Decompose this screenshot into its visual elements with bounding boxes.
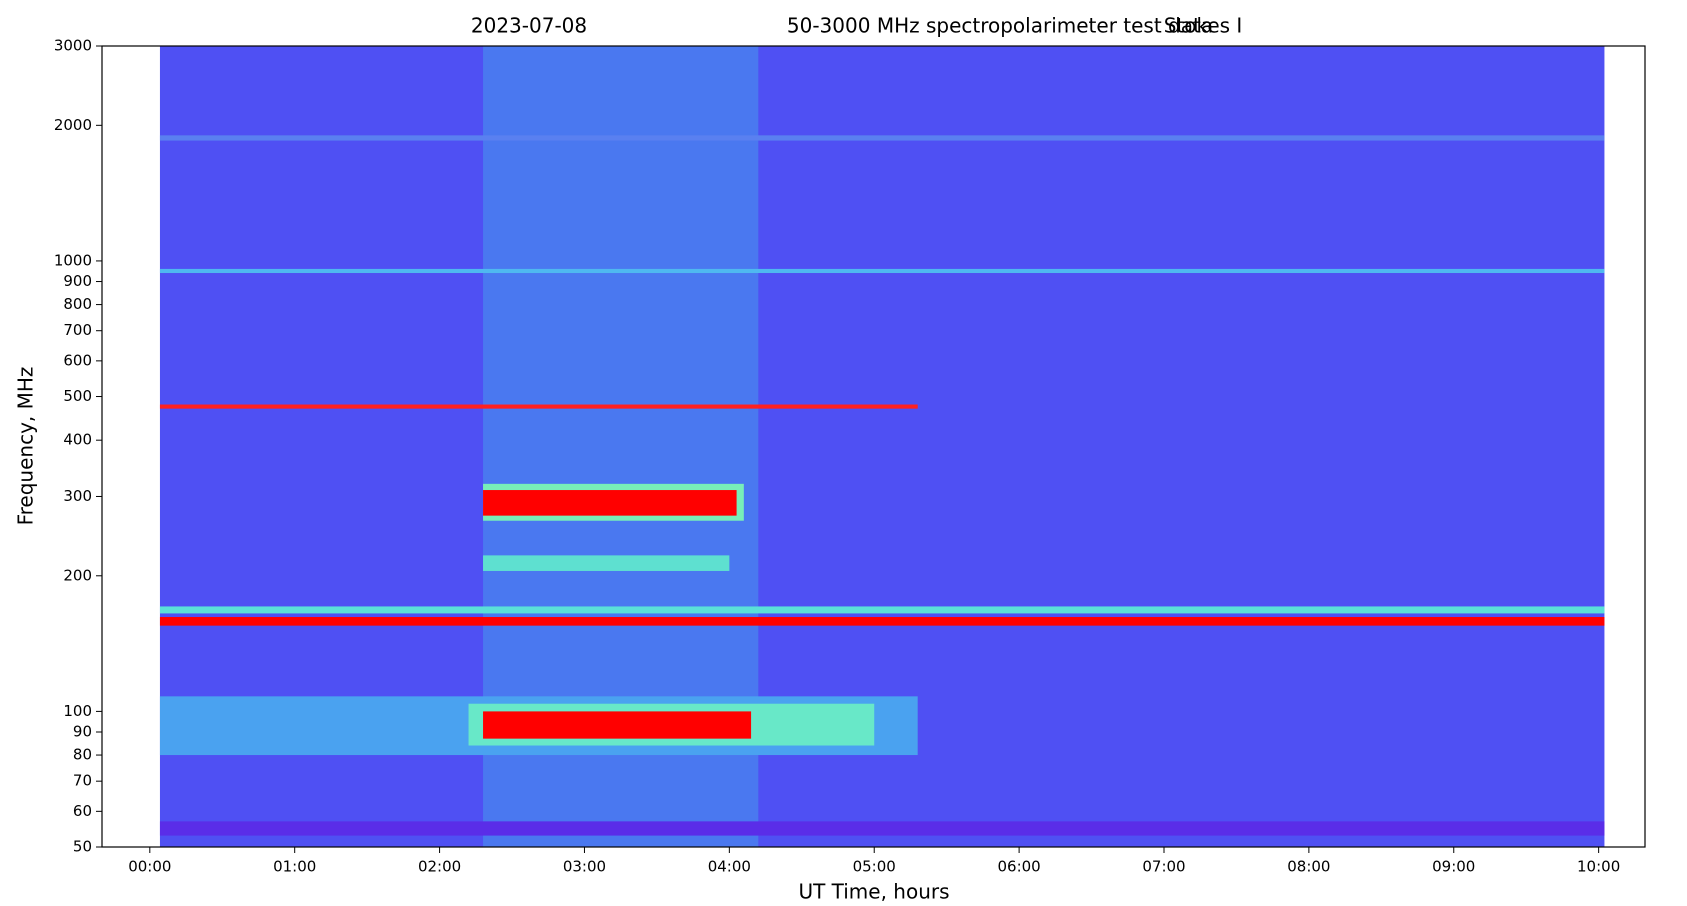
spectral-region	[483, 711, 752, 739]
x-tick-label: 10:00	[1577, 858, 1620, 876]
chart-title: 50-3000 MHz spectropolarimeter test data	[787, 14, 1213, 38]
y-tick-label: 700	[63, 321, 92, 339]
y-axis-label: Frequency, MHz	[14, 367, 38, 526]
spectral-region	[159, 135, 1605, 141]
y-tick-label: 400	[63, 431, 92, 449]
y-tick-label: 200	[63, 566, 92, 584]
spectral-region	[159, 617, 1605, 626]
axes-frame	[101, 45, 1646, 848]
x-axis-label: UT Time, hours	[798, 880, 949, 904]
spectral-region	[159, 404, 918, 409]
spectral-region	[159, 268, 1605, 274]
y-tick-label: 80	[73, 746, 92, 764]
x-tick-label: 08:00	[1287, 858, 1330, 876]
x-tick-label: 04:00	[708, 858, 751, 876]
y-tick-label: 300	[63, 487, 92, 505]
y-tick-label: 800	[63, 295, 92, 313]
y-tick-label: 60	[73, 802, 92, 820]
x-tick-label: 02:00	[418, 858, 461, 876]
y-tick-label: 900	[63, 272, 92, 290]
spectral-region	[483, 490, 737, 516]
x-tick-label: 00:00	[128, 858, 171, 876]
chart-stokes: Stokes I	[1164, 14, 1243, 38]
x-tick-label: 09:00	[1432, 858, 1475, 876]
spectral-region	[483, 555, 730, 571]
x-tick-label: 07:00	[1142, 858, 1185, 876]
x-tick-label: 06:00	[997, 858, 1040, 876]
y-tick-label: 50	[73, 838, 92, 856]
y-tick-label: 100	[63, 702, 92, 720]
x-tick-label: 03:00	[563, 858, 606, 876]
y-tick-label: 600	[63, 351, 92, 369]
y-tick-label: 500	[63, 387, 92, 405]
plot-area	[159, 46, 1605, 847]
chart-date: 2023-07-08	[471, 14, 587, 38]
y-tick-label: 3000	[54, 37, 92, 55]
x-tick-label: 01:00	[273, 858, 316, 876]
y-tick-label: 2000	[54, 116, 92, 134]
y-tick-label: 1000	[54, 251, 92, 269]
y-tick-label: 90	[73, 723, 92, 741]
spectral-region	[159, 606, 1605, 614]
spectral-region	[159, 821, 1605, 836]
y-tick-label: 70	[73, 772, 92, 790]
x-tick-label: 05:00	[853, 858, 896, 876]
